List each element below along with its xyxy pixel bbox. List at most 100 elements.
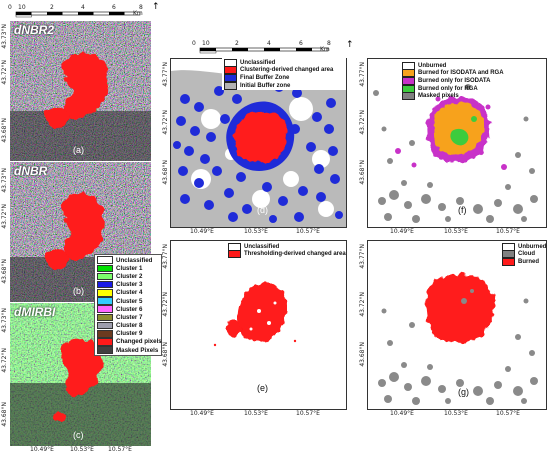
map-panel-f-image xyxy=(373,84,538,223)
legend-label: Cluster 5 xyxy=(116,297,143,305)
legend-label: Burned for ISODATA and RGA xyxy=(418,70,504,77)
legend-swatch xyxy=(228,250,241,259)
map-panel-b-image xyxy=(10,162,151,302)
legend-swatch xyxy=(224,81,237,90)
legend-row-unburned: Unburned xyxy=(402,61,506,70)
right-lat-label: 43.68°N xyxy=(359,342,366,367)
left-scale-zero: 0 xyxy=(8,4,12,11)
right-lon-label: 10.49°E xyxy=(390,410,414,417)
right-lat-label: 43.72°N xyxy=(359,292,366,317)
right-lon-label: 10.53°E xyxy=(444,410,468,417)
panel-e-legend: Unclassified Thresholding-derived change… xyxy=(226,242,350,259)
right-lon-label: 10.53°E xyxy=(244,228,268,235)
legend-row-burned-rga: Burned only for RGA xyxy=(402,84,506,93)
legend-row-cluster-3: Cluster 3 xyxy=(95,280,161,289)
legend-swatch xyxy=(502,242,515,251)
legend-swatch xyxy=(97,264,113,273)
legend-label: Cluster 2 xyxy=(116,272,143,280)
legend-swatch xyxy=(402,76,415,85)
legend-swatch xyxy=(97,280,113,289)
legend-label: Cluster 3 xyxy=(116,281,143,289)
panel-f-letter: (f) xyxy=(458,205,467,215)
left-scale-tick: 8 xyxy=(139,4,143,11)
legend-label: Masked pixels xyxy=(418,93,459,100)
north-arrow-icon: ↑ xyxy=(346,40,354,50)
legend-label: Cluster 1 xyxy=(116,264,143,272)
legend-label: Initial Buffer zone xyxy=(240,82,291,89)
north-arrow-icon: ↑ xyxy=(152,2,160,12)
panel-d-letter: (d) xyxy=(257,205,268,215)
legend-label: Unburned xyxy=(518,243,547,250)
panel-b-letter: (b) xyxy=(73,286,84,296)
left-lon-label: 10.53°E xyxy=(70,446,94,453)
left-lat-label: 43.68°N xyxy=(1,402,8,427)
map-panel-e: (e) xyxy=(170,240,347,410)
panel-g-legend: Unburned Cloud Burned xyxy=(500,242,548,267)
legend-swatch xyxy=(402,69,415,78)
left-lat-label: 43.68°N xyxy=(1,118,8,143)
legend-row-cluster-1: Cluster 1 xyxy=(95,264,161,273)
legend-row-thresholding-changed: Thresholding-derived changed area xyxy=(228,250,348,259)
panel-a-title: dNBR2 xyxy=(14,23,55,37)
right-scale-tick: 8 xyxy=(327,40,331,47)
panel-b-title: dNBR xyxy=(14,164,48,178)
right-lat-label: 43.72°N xyxy=(359,110,366,135)
legend-swatch xyxy=(97,256,113,264)
right-scale-bar-graphic xyxy=(199,47,329,54)
legend-label: Cloud xyxy=(518,251,535,258)
legend-swatch xyxy=(97,313,113,322)
legend-label: Cluster 8 xyxy=(116,322,143,330)
legend-swatch xyxy=(502,250,515,259)
legend-row-burned-both: Burned for ISODATA and RGA xyxy=(402,69,506,78)
left-lat-label: 43.73°N xyxy=(1,308,8,333)
right-lat-label: 43.72°N xyxy=(162,110,169,135)
right-lon-label: 10.53°E xyxy=(244,410,268,417)
legend-label: Burned only for RGA xyxy=(418,85,478,92)
right-lon-label: 10.57°E xyxy=(496,410,520,417)
legend-label: Cluster 4 xyxy=(116,289,143,297)
legend-swatch xyxy=(97,338,113,346)
left-lon-label: 10.49°E xyxy=(30,446,54,453)
legend-row-changed-pixels: Changed pixels xyxy=(95,338,162,346)
right-scale-zero: 0 xyxy=(192,40,196,47)
left-lat-label: 43.72°N xyxy=(1,204,8,229)
legend-swatch xyxy=(224,58,237,67)
right-lon-label: 10.49°E xyxy=(190,228,214,235)
legend-label: Unclassified xyxy=(240,59,276,66)
right-lat-label: 43.77°N xyxy=(359,62,366,87)
legend-label: Burned xyxy=(518,258,539,265)
left-scale-tick: 10 xyxy=(18,4,26,11)
right-lat-label: 43.68°N xyxy=(359,160,366,185)
legend-row-cluster-2: Cluster 2 xyxy=(95,272,161,281)
left-scale-bar: 0 10 2 4 6 8 Km ↑ xyxy=(6,2,166,20)
legend-swatch xyxy=(97,297,113,305)
left-scale-tick: 2 xyxy=(50,4,54,11)
legend-row-masked: Masked pixels xyxy=(402,92,506,101)
left-scale-bar-graphic xyxy=(15,11,141,18)
legend-row-burned-isodata: Burned only for ISODATA xyxy=(402,76,506,85)
legend-swatch xyxy=(228,242,241,251)
legend-row-masked-pixels: Masked Pixels xyxy=(95,346,161,354)
map-panel-f: (f) xyxy=(367,58,547,228)
right-lon-label: 10.57°E xyxy=(296,228,320,235)
legend-row-cluster-6: Cluster 6 xyxy=(95,305,161,313)
legend-swatch xyxy=(402,61,415,70)
left-lat-label: 43.72°N xyxy=(1,60,8,85)
right-lon-label: 10.53°E xyxy=(444,228,468,235)
right-lat-label: 43.68°N xyxy=(162,342,169,367)
legend-swatch xyxy=(224,73,237,82)
legend-swatch xyxy=(97,346,113,354)
panel-g-letter: (g) xyxy=(458,387,469,397)
legend-label: Final Buffer Zone xyxy=(240,74,290,81)
legend-row-cluster-7: Cluster 7 xyxy=(95,313,161,322)
legend-swatch xyxy=(402,92,415,101)
legend-row-final-buffer: Final Buffer Zone xyxy=(224,73,344,82)
right-lon-label: 10.57°E xyxy=(296,410,320,417)
legend-swatch xyxy=(97,305,113,313)
left-lat-label: 43.68°N xyxy=(1,259,8,284)
right-lat-label: 43.77°N xyxy=(359,244,366,269)
legend-row-burned: Burned xyxy=(502,257,546,266)
legend-swatch xyxy=(97,289,113,297)
right-scale-tick: 6 xyxy=(299,40,303,47)
legend-row-initial-buffer: Initial Buffer zone xyxy=(224,81,344,90)
